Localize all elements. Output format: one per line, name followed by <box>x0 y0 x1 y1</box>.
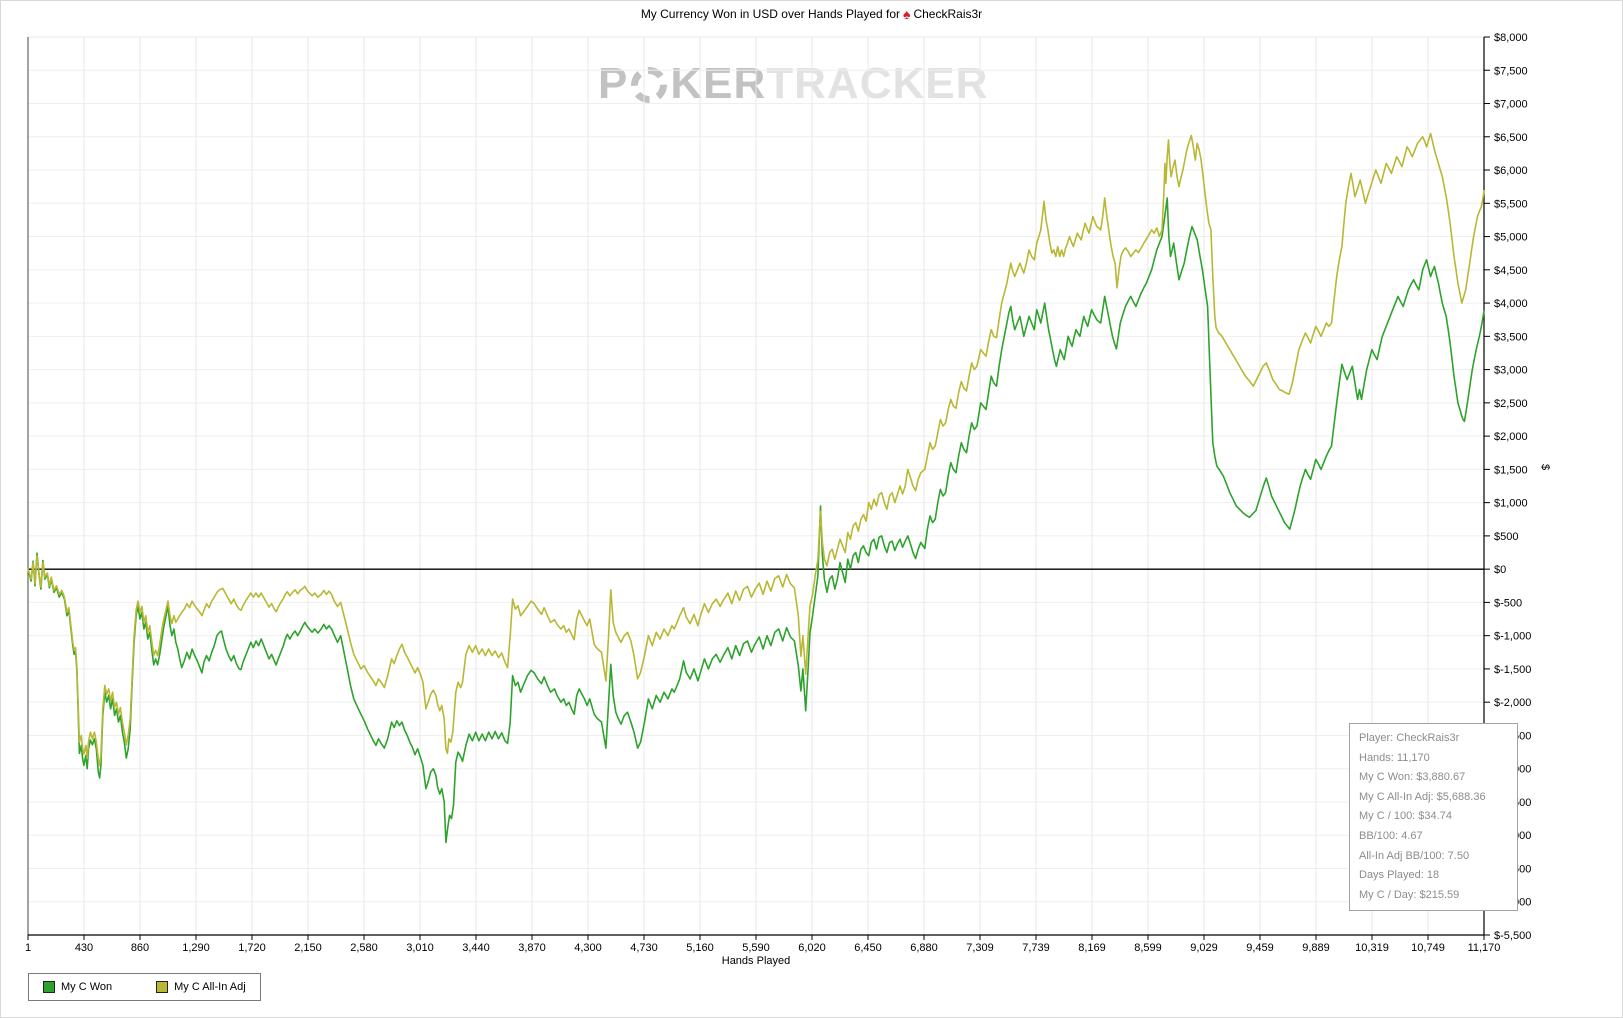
svg-text:7,739: 7,739 <box>1022 942 1050 954</box>
svg-text:$3,500: $3,500 <box>1494 331 1528 343</box>
svg-text:6,880: 6,880 <box>910 942 938 954</box>
legend-item-my-c-won[interactable]: My C Won <box>43 981 112 993</box>
svg-text:430: 430 <box>75 942 93 954</box>
legend: My C Won My C All-In Adj <box>28 973 261 1001</box>
svg-text:5,160: 5,160 <box>686 942 714 954</box>
svg-text:$7,000: $7,000 <box>1494 99 1528 111</box>
svg-text:$4,500: $4,500 <box>1494 265 1528 277</box>
svg-text:$-5,500: $-5,500 <box>1494 930 1531 942</box>
svg-text:$0: $0 <box>1494 564 1506 576</box>
svg-text:9,029: 9,029 <box>1190 942 1218 954</box>
svg-text:$3,000: $3,000 <box>1494 365 1528 377</box>
legend-label-my-c-all-in-adj: My C All-In Adj <box>174 981 246 993</box>
svg-text:$1,000: $1,000 <box>1494 498 1528 510</box>
svg-text:Hands Played: Hands Played <box>722 955 791 967</box>
stat-line-days-played: Days Played: 18 <box>1359 869 1440 882</box>
pokertracker-watermark: P KER TRACKER <box>598 59 988 109</box>
svg-text:$6,500: $6,500 <box>1494 132 1528 144</box>
graph-title-player: CheckRais3r <box>913 7 983 21</box>
pokertracker-logo-icon: ♠ <box>903 6 911 22</box>
svg-text:$6,000: $6,000 <box>1494 165 1528 177</box>
svg-text:1,720: 1,720 <box>238 942 266 954</box>
stat-line-hands: Hands: 11,170 <box>1359 751 1430 764</box>
svg-text:10,749: 10,749 <box>1411 942 1445 954</box>
svg-text:$2,000: $2,000 <box>1494 431 1528 443</box>
legend-label-my-c-won: My C Won <box>61 981 113 993</box>
svg-text:$-1,000: $-1,000 <box>1494 631 1531 643</box>
svg-text:6,020: 6,020 <box>798 942 826 954</box>
svg-text:$: $ <box>1539 464 1551 470</box>
svg-text:1: 1 <box>25 942 31 954</box>
svg-text:860: 860 <box>131 942 149 954</box>
watermark-ker: KER <box>670 59 767 108</box>
stat-line-all-in-adj-bb-per-100: All-In Adj BB/100: 7.50 <box>1359 849 1470 862</box>
stats-tooltip: Player: CheckRais3r Hands: 11,170 My C W… <box>1349 723 1518 912</box>
svg-text:2,150: 2,150 <box>294 942 322 954</box>
svg-text:8,599: 8,599 <box>1134 942 1162 954</box>
watermark-tracker: TRACKER <box>766 59 989 108</box>
svg-text:$500: $500 <box>1494 531 1518 543</box>
svg-text:$8,000: $8,000 <box>1494 32 1528 44</box>
stat-line-my-c-per-day: My C / Day: $215.59 <box>1359 888 1460 901</box>
svg-text:$2,500: $2,500 <box>1494 398 1528 410</box>
svg-text:9,889: 9,889 <box>1302 942 1330 954</box>
stat-line-bb-per-100: BB/100: 4.67 <box>1359 829 1423 842</box>
svg-text:$7,500: $7,500 <box>1494 65 1528 77</box>
svg-text:$4,000: $4,000 <box>1494 298 1528 310</box>
stat-line-my-c-per-100: My C / 100: $34.74 <box>1359 810 1452 823</box>
stat-line-my-c-won: My C Won: $3,880.67 <box>1359 771 1466 784</box>
graph-title: My Currency Won in USD over Hands Played… <box>1 6 1622 22</box>
svg-text:$-500: $-500 <box>1494 597 1522 609</box>
legend-swatch-green-icon <box>43 981 55 993</box>
graph-title-text: My Currency Won in USD over Hands Played… <box>640 7 901 21</box>
svg-text:3,440: 3,440 <box>462 942 490 954</box>
svg-text:10,319: 10,319 <box>1355 942 1389 954</box>
svg-text:11,170: 11,170 <box>1468 942 1501 954</box>
svg-text:3,870: 3,870 <box>518 942 546 954</box>
svg-text:4,730: 4,730 <box>630 942 658 954</box>
watermark-p: P <box>598 59 629 108</box>
svg-text:$5,500: $5,500 <box>1494 198 1528 210</box>
svg-text:7,309: 7,309 <box>966 942 994 954</box>
svg-text:3,010: 3,010 <box>406 942 434 954</box>
svg-text:4,300: 4,300 <box>574 942 602 954</box>
svg-text:5,590: 5,590 <box>742 942 770 954</box>
stat-line-my-c-all-in-adj: My C All-In Adj: $5,688.36 <box>1359 790 1486 803</box>
svg-text:6,450: 6,450 <box>854 942 882 954</box>
legend-swatch-olive-icon <box>156 981 169 993</box>
legend-item-my-c-all-in-adj[interactable]: My C All-In Adj <box>156 981 246 993</box>
svg-text:2,580: 2,580 <box>350 942 378 954</box>
svg-text:$1,500: $1,500 <box>1494 464 1528 476</box>
svg-text:9,459: 9,459 <box>1246 942 1274 954</box>
svg-text:1,290: 1,290 <box>182 942 210 954</box>
svg-text:8,169: 8,169 <box>1078 942 1106 954</box>
svg-text:$5,000: $5,000 <box>1494 232 1528 244</box>
svg-text:$-1,500: $-1,500 <box>1494 664 1531 676</box>
stat-line-player: Player: CheckRais3r <box>1359 732 1460 744</box>
svg-text:$-2,000: $-2,000 <box>1494 697 1531 709</box>
